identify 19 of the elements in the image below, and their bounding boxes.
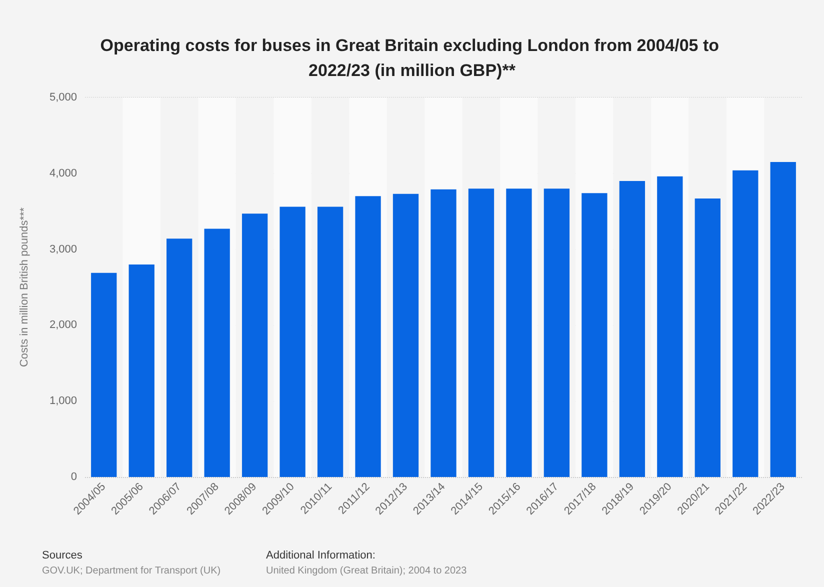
bar: [430, 189, 456, 477]
chart-title: Operating costs for buses in Great Britain excluding London from 2004/05 to 2022/23 (in million GBP)**: [100, 36, 724, 80]
bar: [355, 196, 381, 477]
bar: [128, 264, 154, 477]
bar: [280, 206, 306, 477]
y-tick-label: 5,000: [49, 92, 77, 104]
text: Sources: [42, 550, 83, 562]
bar: [582, 193, 608, 477]
text: United Kingdom (Great Britain); 2004 to 2023: [266, 566, 468, 576]
y-tick-label: 4,000: [49, 167, 77, 180]
text: Additional Information:: [266, 550, 376, 562]
y-tick-label: 0: [70, 471, 77, 483]
bar: [204, 228, 230, 477]
y-axis-title: Costs in million British pounds***: [18, 206, 30, 368]
y-tick-label: 2,000: [49, 319, 77, 332]
bar: [506, 188, 532, 477]
y-tick-label: 3,000: [49, 243, 77, 256]
text: GOV.UK; Department for Transport (UK): [42, 566, 221, 576]
y-tick-label: 1,000: [49, 395, 77, 408]
